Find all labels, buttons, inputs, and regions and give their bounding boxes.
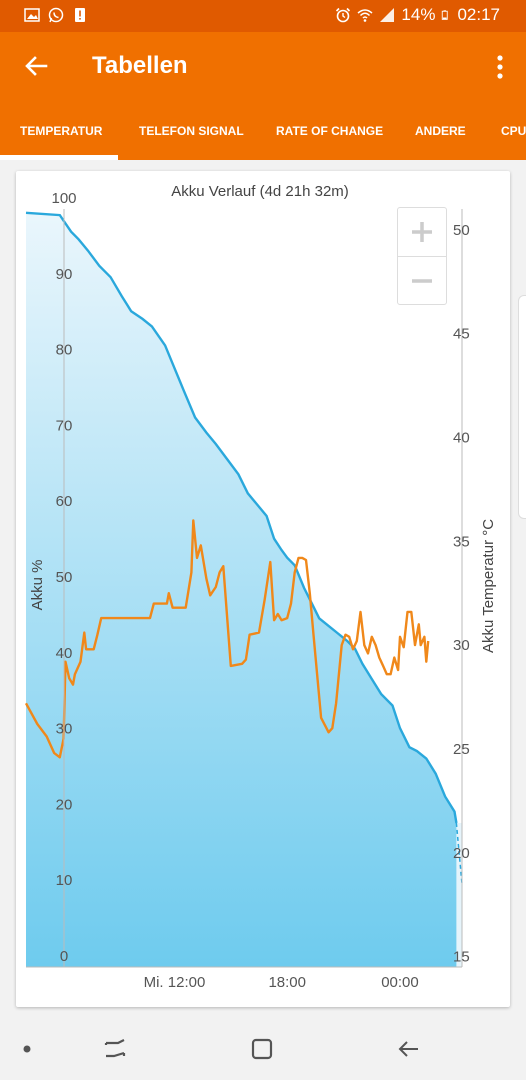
tab-andere[interactable]: ANDERE — [415, 124, 466, 138]
app-bar: Tabellen — [0, 32, 526, 106]
more-vert-icon[interactable] — [494, 54, 506, 80]
tab-bar: TEMPERATUR TELEFON SIGNAL RATE OF CHANGE… — [0, 106, 526, 160]
clock: 02:17 — [457, 5, 500, 24]
zoom-in-button[interactable] — [398, 208, 446, 256]
battery-percent: 14% — [401, 5, 436, 24]
page-title: Tabellen — [92, 52, 188, 79]
tab-cpu[interactable]: CPU — [501, 124, 526, 138]
alert-icon — [75, 8, 85, 22]
tab-temperatur[interactable]: TEMPERATUR — [20, 124, 103, 138]
recent-apps-icon[interactable] — [102, 1036, 128, 1062]
signal-icon — [380, 8, 395, 22]
whatsapp-icon — [48, 7, 64, 23]
zoom-out-button[interactable] — [398, 256, 446, 305]
back-icon[interactable] — [396, 1036, 422, 1062]
alarm-icon — [336, 7, 351, 23]
battery-icon — [442, 10, 449, 20]
active-tab-indicator — [0, 155, 118, 160]
status-bar: 14% 02:17 — [0, 0, 526, 32]
system-nav-bar — [0, 1018, 526, 1080]
wifi-icon — [357, 9, 373, 22]
tab-rate-of-change[interactable]: RATE OF CHANGE — [276, 124, 384, 138]
back-arrow-icon[interactable] — [22, 52, 50, 80]
image-icon — [24, 8, 40, 22]
zoom-controls — [397, 207, 447, 305]
plus-icon — [412, 222, 432, 242]
tab-telefon-signal[interactable]: TELEFON SIGNAL — [139, 124, 244, 138]
home-icon[interactable] — [249, 1036, 275, 1062]
minus-icon — [412, 279, 432, 283]
nav-dot-icon — [23, 1045, 31, 1053]
side-scroll-handle[interactable] — [518, 295, 526, 519]
